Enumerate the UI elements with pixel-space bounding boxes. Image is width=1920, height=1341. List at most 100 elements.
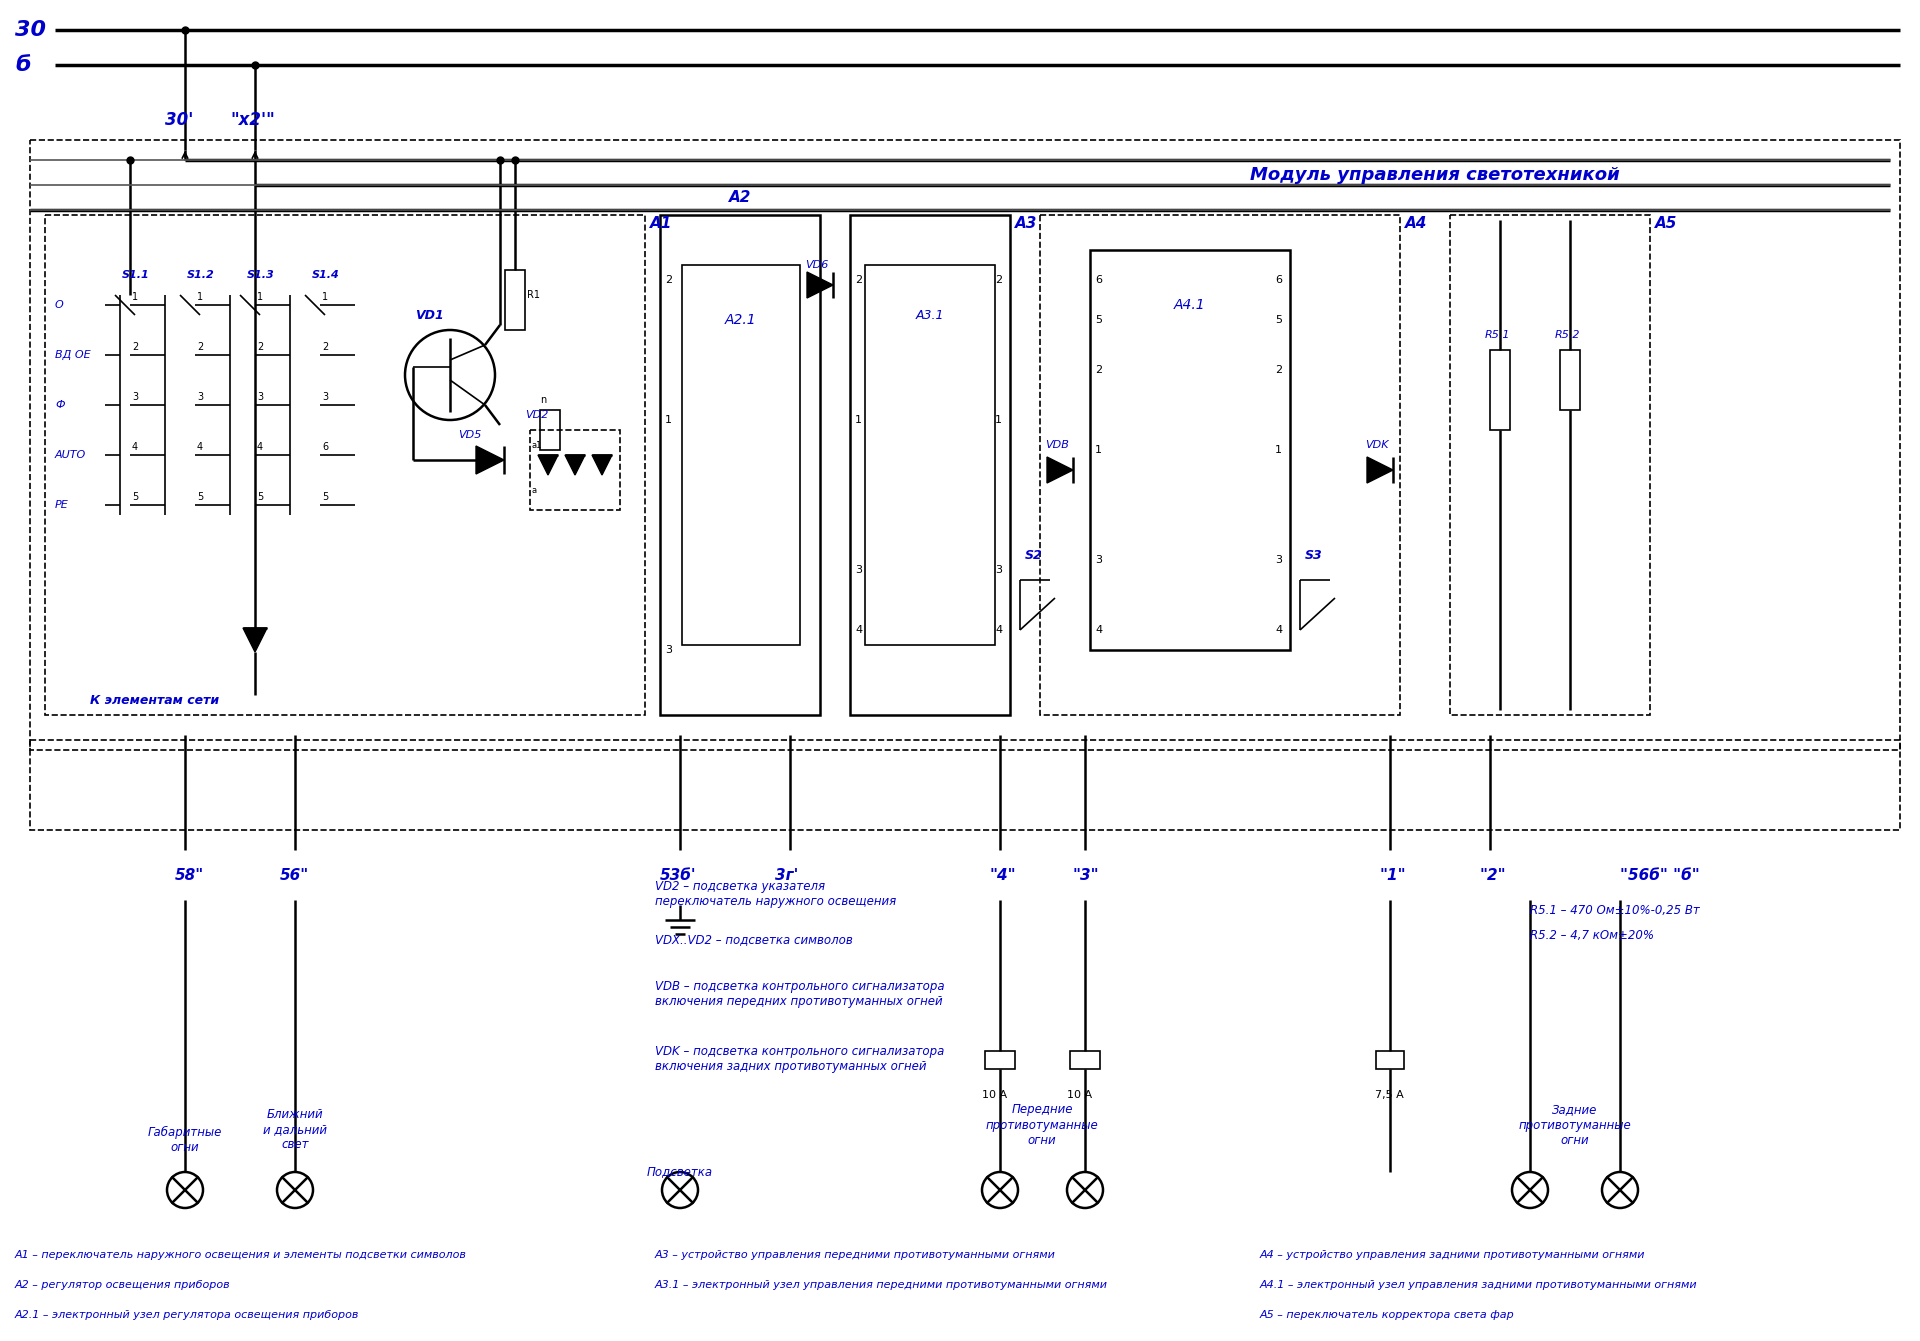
Text: РЕ: РЕ xyxy=(56,500,69,510)
Bar xyxy=(682,266,801,645)
Bar xyxy=(985,1051,1016,1069)
Bar xyxy=(660,215,820,715)
Text: 3: 3 xyxy=(323,392,328,402)
Text: 5: 5 xyxy=(132,492,138,502)
Text: 56": 56" xyxy=(280,868,309,882)
Text: а: а xyxy=(532,485,538,495)
Text: 1: 1 xyxy=(854,414,862,425)
Text: 4: 4 xyxy=(198,443,204,452)
Polygon shape xyxy=(591,455,612,475)
Text: 3: 3 xyxy=(664,645,672,654)
Text: VDK – подсветка контрольного сигнализатора
включения задних противотуманных огне: VDK – подсветка контрольного сигнализато… xyxy=(655,1045,945,1073)
Text: 1: 1 xyxy=(132,292,138,302)
Text: "1": "1" xyxy=(1380,868,1407,882)
Polygon shape xyxy=(476,447,503,473)
Text: 3: 3 xyxy=(198,392,204,402)
Text: А3.1 – электронный узел управления передними противотуманными огнями: А3.1 – электронный узел управления перед… xyxy=(655,1281,1108,1290)
Text: 2: 2 xyxy=(995,275,1002,286)
Text: Задние
противотуманные
огни: Задние противотуманные огни xyxy=(1519,1104,1632,1147)
Text: 6: 6 xyxy=(323,443,328,452)
Polygon shape xyxy=(1046,457,1073,483)
Text: VD6: VD6 xyxy=(804,260,828,270)
Text: A2.1: A2.1 xyxy=(726,312,756,327)
Text: 2: 2 xyxy=(323,342,328,351)
Text: "2": "2" xyxy=(1480,868,1507,882)
Text: S1.1: S1.1 xyxy=(123,270,150,280)
Text: А4.1 – электронный узел управления задними противотуманными огнями: А4.1 – электронный узел управления задни… xyxy=(1260,1281,1697,1290)
Text: 2: 2 xyxy=(257,342,263,351)
Text: 4: 4 xyxy=(1275,625,1283,636)
Bar xyxy=(540,410,561,451)
Text: 3: 3 xyxy=(854,565,862,575)
Text: б: б xyxy=(15,55,31,75)
Text: 53б': 53б' xyxy=(660,868,697,882)
Bar xyxy=(1377,1051,1404,1069)
Text: 30: 30 xyxy=(15,20,46,40)
Bar xyxy=(44,215,645,715)
Text: Ф: Ф xyxy=(56,400,65,410)
Bar xyxy=(1559,350,1580,410)
Text: 2: 2 xyxy=(854,275,862,286)
Text: R5.1 – 470 Ом±10%-0,25 Вт: R5.1 – 470 Ом±10%-0,25 Вт xyxy=(1530,904,1699,916)
Text: 4: 4 xyxy=(257,443,263,452)
Text: VDB: VDB xyxy=(1044,440,1069,451)
Text: 2: 2 xyxy=(132,342,138,351)
Text: К элементам сети: К элементам сети xyxy=(90,693,219,707)
Text: R1: R1 xyxy=(526,290,540,300)
Bar xyxy=(1069,1051,1100,1069)
Text: S1.4: S1.4 xyxy=(311,270,340,280)
Polygon shape xyxy=(538,455,559,475)
Text: 1: 1 xyxy=(198,292,204,302)
Polygon shape xyxy=(806,272,833,298)
Text: "56б" "б": "56б" "б" xyxy=(1620,868,1699,882)
Text: "3": "3" xyxy=(1073,868,1100,882)
Text: A1: A1 xyxy=(651,216,672,231)
Text: 4: 4 xyxy=(854,625,862,636)
Text: VDX..VD2 – подсветка символов: VDX..VD2 – подсветка символов xyxy=(655,933,852,947)
Bar xyxy=(851,215,1010,715)
Text: A3: A3 xyxy=(1016,216,1037,231)
Text: 5: 5 xyxy=(257,492,263,502)
Text: O: O xyxy=(56,300,63,310)
Text: n: n xyxy=(540,396,547,405)
Text: S3: S3 xyxy=(1306,548,1323,562)
Text: 3: 3 xyxy=(257,392,263,402)
Bar xyxy=(1041,215,1400,715)
Text: А5 – переключатель корректора света фар: А5 – переключатель корректора света фар xyxy=(1260,1310,1515,1320)
Bar xyxy=(530,430,620,510)
Text: 30': 30' xyxy=(165,111,194,129)
Text: 6: 6 xyxy=(1275,275,1283,286)
Text: R5.2 – 4,7 кОм±20%: R5.2 – 4,7 кОм±20% xyxy=(1530,928,1653,941)
Text: 10 А: 10 А xyxy=(1068,1090,1092,1100)
Text: VD2 – подсветка указателя
переключатель наружного освещения: VD2 – подсветка указателя переключатель … xyxy=(655,880,897,908)
Bar xyxy=(31,139,1901,750)
Text: 7,5 А: 7,5 А xyxy=(1375,1090,1404,1100)
Text: 4: 4 xyxy=(132,443,138,452)
Bar xyxy=(866,266,995,645)
Text: а1: а1 xyxy=(532,440,541,449)
Text: 5: 5 xyxy=(1275,315,1283,325)
Text: A3.1: A3.1 xyxy=(916,308,945,322)
Text: А2.1 – электронный узел регулятора освещения приборов: А2.1 – электронный узел регулятора освещ… xyxy=(15,1310,359,1320)
Text: А2 – регулятор освещения приборов: А2 – регулятор освещения приборов xyxy=(15,1281,230,1290)
Text: Подсветка: Подсветка xyxy=(647,1165,712,1179)
Text: A5: A5 xyxy=(1655,216,1678,231)
Text: 1: 1 xyxy=(1275,445,1283,455)
Text: 5: 5 xyxy=(1094,315,1102,325)
Text: Модуль управления светотехникой: Модуль управления светотехникой xyxy=(1250,166,1620,184)
Bar xyxy=(505,270,524,330)
Polygon shape xyxy=(564,455,586,475)
Text: 10 А: 10 А xyxy=(981,1090,1008,1100)
Text: VDB – подсветка контрольного сигнализатора
включения передних противотуманных ог: VDB – подсветка контрольного сигнализато… xyxy=(655,980,945,1008)
Text: А1 – переключатель наружного освещения и элементы подсветки символов: А1 – переключатель наружного освещения и… xyxy=(15,1250,467,1261)
Text: S1.2: S1.2 xyxy=(186,270,215,280)
Polygon shape xyxy=(1367,457,1394,483)
Text: А4 – устройство управления задними противотуманными огнями: А4 – устройство управления задними проти… xyxy=(1260,1250,1645,1261)
Text: 6: 6 xyxy=(1094,275,1102,286)
Text: R5.2: R5.2 xyxy=(1555,330,1580,341)
Text: Передние
противотуманные
огни: Передние противотуманные огни xyxy=(985,1104,1098,1147)
Text: 2: 2 xyxy=(198,342,204,351)
Text: 5: 5 xyxy=(323,492,328,502)
Text: 3: 3 xyxy=(132,392,138,402)
Text: 2: 2 xyxy=(664,275,672,286)
